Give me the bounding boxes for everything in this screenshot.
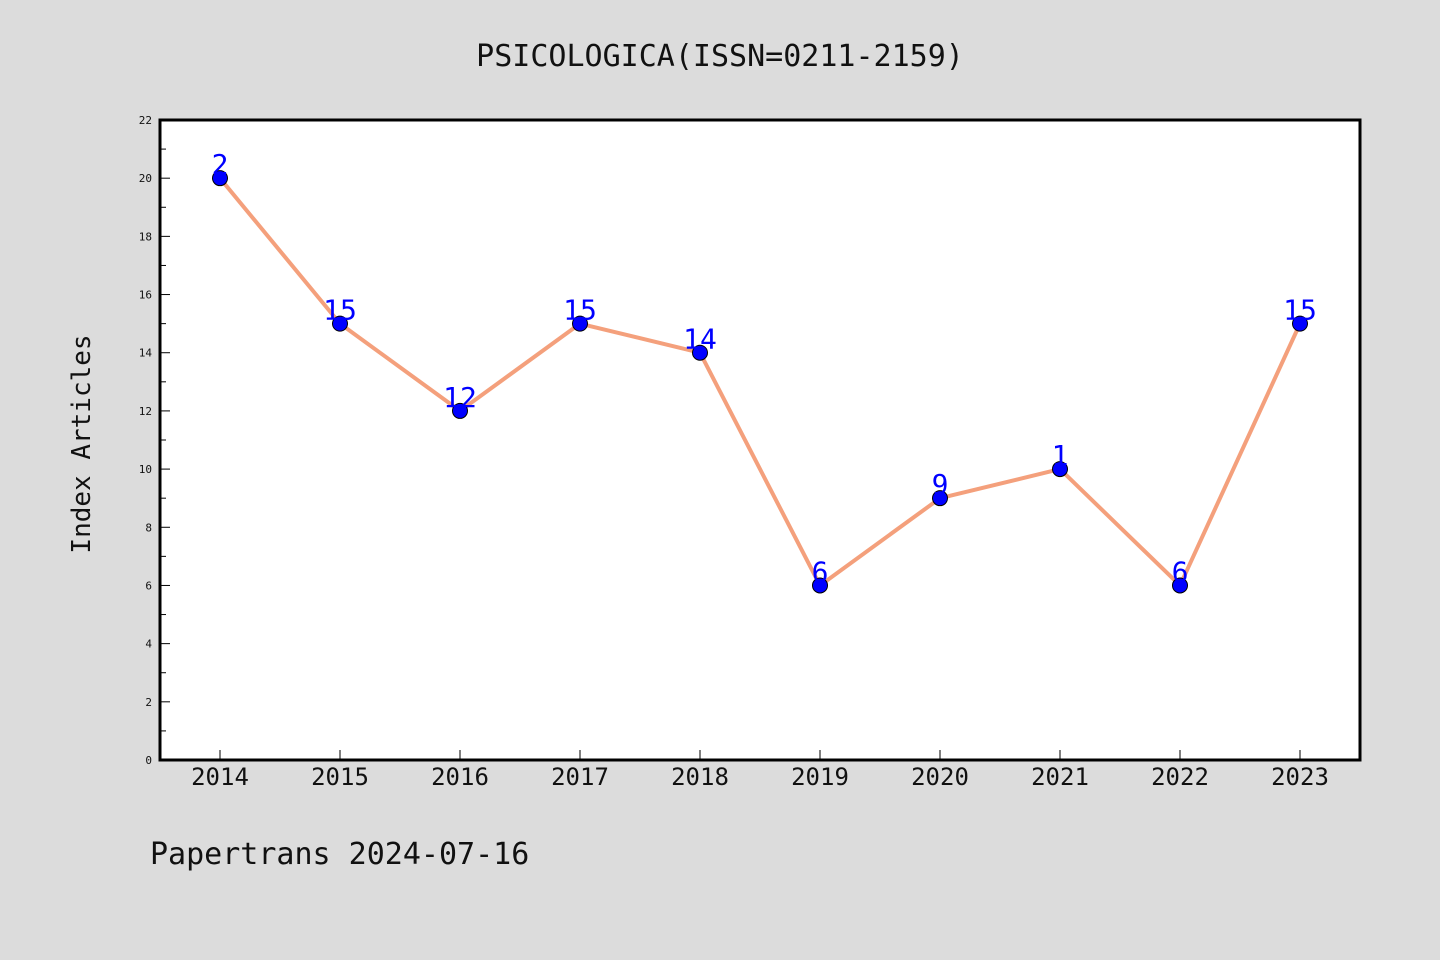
- x-tick-label: 2014: [191, 763, 249, 791]
- x-tick-label: 2017: [551, 763, 609, 791]
- y-axis-label: Index Articles: [67, 334, 97, 553]
- data-label: 1: [1052, 439, 1069, 472]
- y-tick-label: 20: [139, 172, 152, 185]
- data-point: [1172, 577, 1188, 594]
- y-axis: 0 2 4 6 8 10 12 14 16 18 20 22: [139, 114, 170, 767]
- data-label: 15: [323, 294, 357, 327]
- y-tick-label: 10: [139, 463, 152, 476]
- y-tick-label: 2: [145, 696, 152, 709]
- y-tick-label: 6: [145, 579, 152, 592]
- y-tick-label: 8: [145, 521, 152, 534]
- x-tick-label: 2016: [431, 763, 489, 791]
- x-tick-label: 2021: [1031, 763, 1089, 791]
- data-label: 14: [683, 323, 717, 356]
- footer-text: Papertrans 2024-07-16: [150, 837, 529, 872]
- data-point: [692, 344, 708, 361]
- y-tick-label: 18: [139, 230, 152, 243]
- x-tick-label: 2019: [791, 763, 849, 791]
- data-point: [812, 577, 828, 594]
- x-tick-label: 2020: [911, 763, 969, 791]
- data-label: 6: [812, 555, 829, 588]
- data-label: 15: [1283, 294, 1317, 327]
- y-tick-label: 14: [139, 347, 153, 360]
- data-point: [332, 315, 348, 332]
- plot-area: [158, 118, 1362, 762]
- y-tick-label: 0: [145, 754, 152, 767]
- x-tick-label: 2018: [671, 763, 729, 791]
- data-label: 15: [563, 294, 597, 327]
- data-label: 2: [212, 148, 229, 181]
- series-line-group: 2 15 12 15 14 6 9 1 6 15: [212, 148, 1317, 594]
- x-tick-label: 2023: [1271, 763, 1329, 791]
- x-tick-label: 2015: [311, 763, 369, 791]
- chart-title: PSICOLOGICA(ISSN=0211-2159): [476, 39, 964, 74]
- data-point: [212, 170, 228, 187]
- y-tick-label: 12: [139, 405, 152, 418]
- x-axis: 2014 2015 2016 2017 2018 2019 2020 2021 2022 2023: [191, 750, 1329, 791]
- data-point: [1052, 461, 1068, 478]
- data-point: [572, 315, 588, 332]
- data-label: 9: [932, 468, 949, 501]
- series-line: [218, 176, 1302, 588]
- data-label: 6: [1172, 555, 1189, 588]
- data-label: 12: [443, 381, 477, 414]
- y-tick-label: 4: [145, 638, 152, 651]
- x-tick-label: 2022: [1151, 763, 1209, 791]
- y-tick-label: 16: [139, 289, 152, 302]
- y-tick-label: 22: [139, 114, 152, 127]
- data-point: [932, 490, 948, 507]
- data-point: [1292, 315, 1308, 332]
- data-point: [452, 402, 468, 419]
